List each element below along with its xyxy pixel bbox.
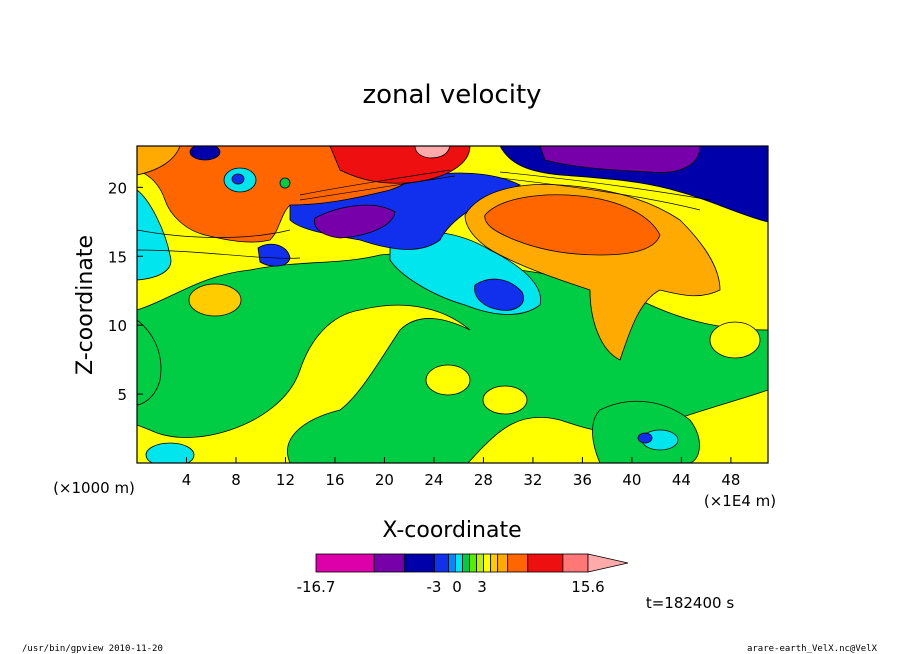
x-tick-label: 44 (672, 471, 691, 489)
colorbar-swatch (373, 553, 405, 573)
y-tick-label: 5 (117, 386, 127, 404)
x-unit-label: (×1000 m) (53, 479, 135, 497)
y-tick-label: 10 (108, 317, 127, 335)
region-upper-jet-negative (539, 146, 701, 173)
colorbar-mid-label-zero: 0 (452, 578, 462, 596)
x-tick-label: 28 (474, 471, 493, 489)
colorbar-swatch (507, 553, 529, 573)
y-axis-label: Z-coordinate (73, 235, 98, 375)
colorbar-mid-label-pos: 3 (477, 578, 487, 596)
colorbar-swatch (483, 553, 492, 573)
colorbar-swatch (455, 553, 463, 573)
colorbar-swatch (497, 553, 509, 573)
x-tick-label: 4 (182, 471, 192, 489)
colorbar-swatch (562, 553, 589, 573)
chart-title: zonal velocity (362, 80, 541, 110)
region-core-max (414, 146, 451, 159)
region-green-patch-2 (592, 400, 700, 463)
x-tick-label: 20 (375, 471, 394, 489)
x-tick-label: 8 (231, 471, 241, 489)
y-tick-label: 20 (108, 179, 127, 197)
colorbar-swatch (462, 553, 470, 573)
colorbar-swatch (315, 553, 375, 573)
x-tick-label: 12 (276, 471, 295, 489)
colorbar-swatch (448, 553, 456, 573)
colorbar (315, 553, 629, 573)
colorbar-swatch (476, 553, 485, 573)
y-tick-label: 15 (108, 248, 127, 266)
colorbar-swatch (490, 553, 499, 573)
plot-frame (136, 145, 769, 464)
heatmap-field (137, 146, 768, 463)
colorbar-swatch (469, 553, 477, 573)
y-axis: 5 10 15 20 (108, 179, 143, 404)
colorbar-swatch (434, 553, 449, 573)
time-label: t=182400 s (646, 594, 734, 612)
colorbar-mid-label-neg: -3 (427, 578, 442, 596)
footer-right: arare-earth_VelX.nc@VelX (747, 644, 878, 654)
x-tick-label: 32 (523, 471, 542, 489)
x-tick-label: 36 (573, 471, 592, 489)
x-scale-label: (×1E4 m) (704, 492, 776, 510)
x-tick-label: 40 (622, 471, 641, 489)
colorbar-min-label: -16.7 (297, 578, 336, 596)
x-axis: 4 8 12 16 20 24 28 32 36 40 44 48 (182, 457, 740, 489)
x-axis-label: X-coordinate (382, 518, 521, 543)
x-tick-label: 24 (424, 471, 443, 489)
x-tick-label: 16 (325, 471, 344, 489)
colorbar-max-label: 15.6 (571, 578, 604, 596)
region-green-patch (137, 319, 162, 406)
colorbar-extend-arrow (587, 553, 629, 573)
footer-left: /usr/bin/gpview 2010-11-20 (22, 644, 163, 654)
colorbar-swatch (527, 553, 564, 573)
colorbar-swatch (403, 553, 435, 573)
region-cyan-band (137, 189, 172, 281)
x-tick-label: 48 (721, 471, 740, 489)
